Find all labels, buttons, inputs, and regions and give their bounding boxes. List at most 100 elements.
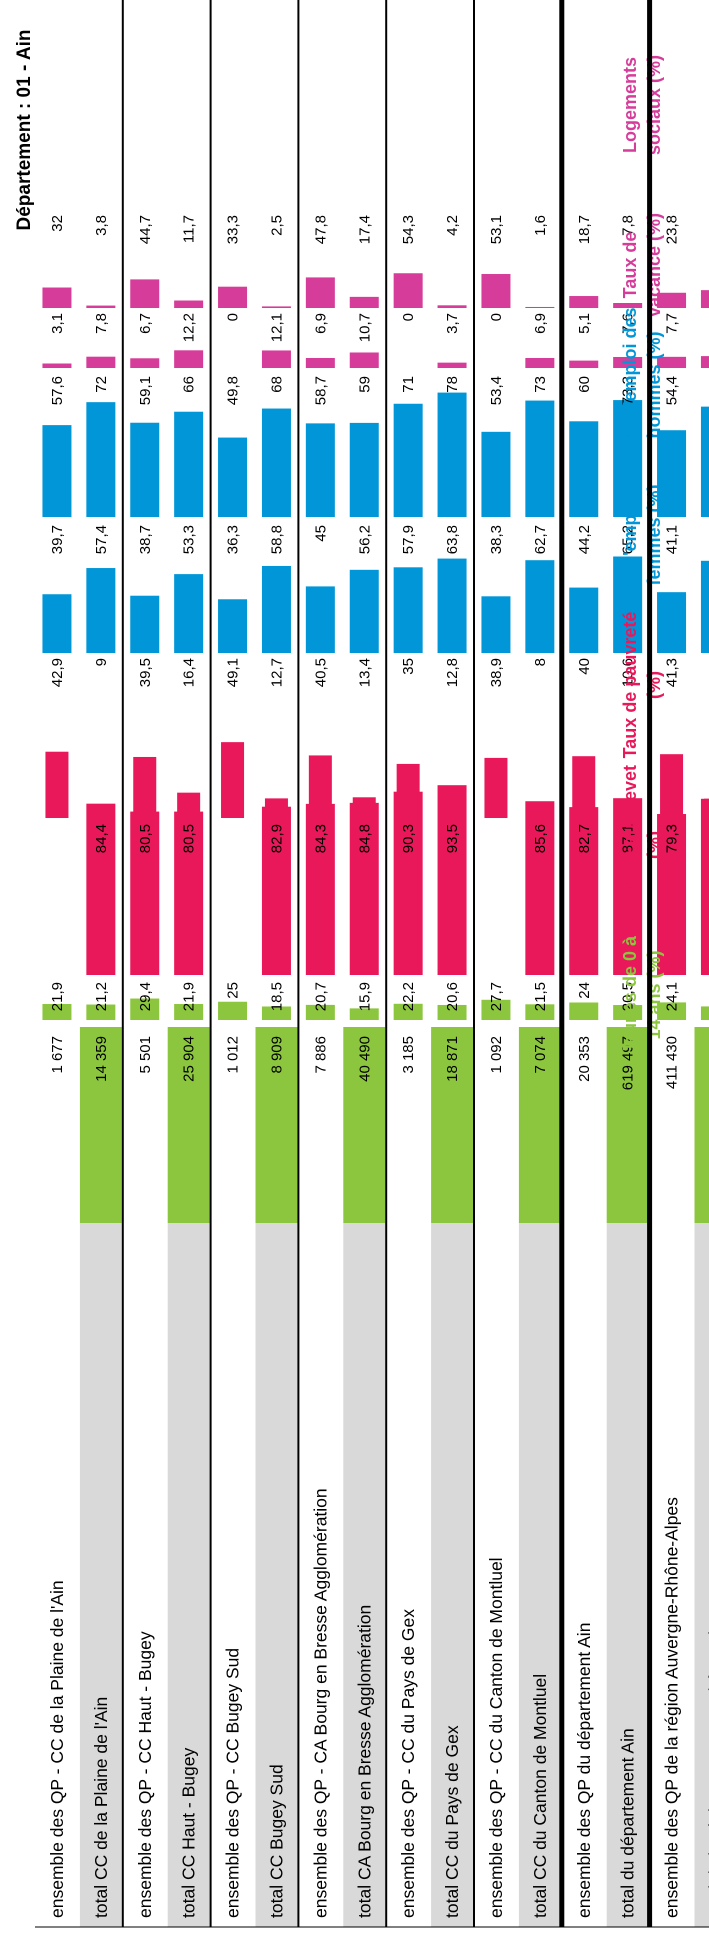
- logements-bar: [174, 301, 203, 308]
- emploi_hommes-bar: [438, 393, 467, 517]
- emploi_femmes-value: 63,8: [444, 525, 461, 554]
- vacance-header: Taux de: [620, 232, 640, 299]
- vacance-value: 12,1: [268, 313, 285, 342]
- population-value: 40 490: [356, 1036, 373, 1082]
- pauvrete-value: 9: [93, 658, 110, 666]
- pauvrete-bar: [221, 742, 244, 818]
- emploi_hommes-value: 59: [356, 376, 373, 393]
- population-value: 25 904: [181, 1036, 198, 1082]
- emploi_femmes-value: 45: [312, 525, 329, 542]
- brevet-value: 93,5: [444, 824, 461, 853]
- vacance-bar: [86, 357, 115, 368]
- emploi_femmes-value: 38,7: [137, 525, 154, 554]
- emploi_femmes-bar: [42, 594, 71, 653]
- population-value: 1 092: [488, 1036, 505, 1074]
- brevet-header: Réussite au brevet: [620, 765, 640, 925]
- pauvrete-value: 13,4: [356, 658, 373, 687]
- row-label: total du département Ain: [618, 1728, 638, 1918]
- emploi_hommes-value: 60: [576, 376, 593, 393]
- pauvrete-value: 16,4: [181, 658, 198, 687]
- vacance-bar: [350, 352, 379, 368]
- pauvrete-bar: [45, 752, 68, 818]
- row-label: ensemble des QP du département Ain: [574, 1623, 594, 1918]
- pauvrete-bar: [704, 799, 709, 818]
- emploi_femmes-bar: [262, 566, 291, 653]
- emploi_hommes-value: 73: [532, 376, 549, 393]
- pauvrete-header: (%): [644, 671, 664, 699]
- logements-value: 1,6: [532, 215, 549, 236]
- row-label: total de la région Auvergne-Rhône-Alpes: [705, 1603, 709, 1918]
- row-label: ensemble des QP - CC du Canton de Montlu…: [486, 1557, 506, 1918]
- population-value: 411 430: [664, 1036, 681, 1089]
- jeunes-value: 21,5: [532, 982, 549, 1011]
- emploi_femmes-value: 39,7: [49, 525, 66, 554]
- brevet-value: 79,3: [664, 824, 681, 853]
- jeunes-value: 20,7: [312, 982, 329, 1011]
- pauvrete-value: 8: [532, 658, 549, 666]
- emploi_femmes-value: 56,2: [356, 525, 373, 554]
- population-value: 5 501: [137, 1036, 154, 1074]
- vacance-value: 12,2: [181, 313, 198, 342]
- emploi_femmes-value: 57,4: [93, 525, 110, 554]
- jeunes-value: 20,6: [444, 982, 461, 1011]
- jeunes-value: 21,9: [49, 982, 66, 1011]
- pauvrete-bar: [572, 756, 595, 818]
- logements-value: 4,2: [444, 215, 461, 236]
- emploi_hommes-bar: [42, 425, 71, 517]
- emploi_femmes-bar: [306, 586, 335, 653]
- logements-bar: [525, 307, 554, 308]
- emploi_hommes-bar: [130, 423, 159, 517]
- row-label: total CC de la Plaine de l'Ain: [91, 1697, 111, 1918]
- logements-value: 54,3: [400, 215, 417, 244]
- emploi_hommes-value: 72: [93, 376, 110, 393]
- pauvrete-bar: [89, 804, 112, 818]
- emploi_hommes-bar: [701, 407, 709, 517]
- emploi_hommes-bar: [394, 404, 423, 517]
- pauvrete-bar: [528, 806, 551, 818]
- vacance-bar: [569, 361, 598, 368]
- emploi_femmes-bar: [394, 567, 423, 653]
- pauvrete-value: 41,3: [664, 658, 681, 687]
- jeunes-header: 14 ans (%): [644, 950, 664, 1039]
- emploi_hommes-header: hommes (%): [644, 331, 664, 438]
- emploi_hommes-value: 59,1: [137, 376, 154, 405]
- logements-bar: [438, 305, 467, 308]
- logements-value: 18,7: [576, 215, 593, 244]
- vacance-value: 3,1: [49, 313, 66, 334]
- vacance-value: 6,9: [312, 313, 329, 334]
- row-label: ensemble des QP - CC Bugey Sud: [223, 1648, 243, 1918]
- vacance-bar: [701, 356, 709, 368]
- emploi_hommes-value: 53,4: [488, 376, 505, 405]
- logements-bar: [394, 273, 423, 308]
- emploi_femmes-bar: [174, 574, 203, 653]
- vacance-value: 6,7: [137, 313, 154, 334]
- pauvrete-value: 12,8: [444, 658, 461, 687]
- logements-bar: [350, 297, 379, 308]
- emploi_hommes-value: 66: [181, 376, 198, 393]
- emploi_hommes-bar: [569, 421, 598, 517]
- pauvrete-header: Taux de pauvreté: [620, 612, 640, 759]
- brevet-value: 80,5: [181, 824, 198, 853]
- page-title: Département : 01 - Ain: [14, 30, 35, 231]
- logements-bar: [218, 287, 247, 308]
- pauvrete-value: 40: [576, 658, 593, 675]
- population-value: 1 012: [225, 1036, 242, 1074]
- brevet-value: 84,8: [356, 824, 373, 853]
- row-label: ensemble des QP - CC Haut - Bugey: [135, 1631, 155, 1918]
- emploi_hommes-bar: [86, 402, 115, 517]
- pauvrete-bar: [660, 754, 683, 818]
- logements-value: 23,8: [664, 215, 681, 244]
- pauvrete-value: 12,7: [268, 658, 285, 687]
- emploi_hommes-value: 58,7: [312, 376, 329, 405]
- vacance-value: 3,7: [444, 313, 461, 334]
- emploi_femmes-bar: [657, 592, 686, 653]
- brevet-value: 90,3: [400, 824, 417, 853]
- row-label: total CA Bourg en Bresse Agglomération: [354, 1605, 374, 1918]
- population-value: 20 353: [576, 1036, 593, 1082]
- row-label: ensemble des QP - CC de la Plaine de l'A…: [47, 1580, 67, 1918]
- jeunes-bar: [569, 1002, 598, 1020]
- logements-header: sociaux (%): [644, 55, 664, 155]
- population-value: 14 359: [93, 1036, 110, 1082]
- emploi_femmes-value: 53,3: [181, 525, 198, 554]
